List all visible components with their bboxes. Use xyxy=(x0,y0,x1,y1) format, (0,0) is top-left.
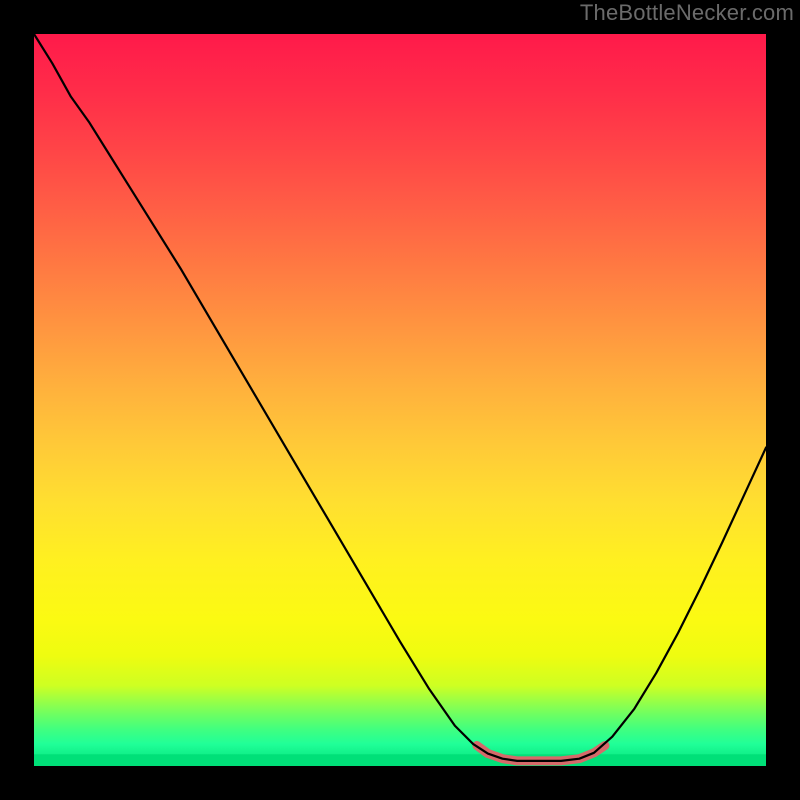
gradient-background xyxy=(34,34,766,766)
watermark-text: TheBottleNecker.com xyxy=(580,0,794,26)
chart-container: TheBottleNecker.com xyxy=(0,0,800,800)
plot-svg xyxy=(34,34,766,766)
plot-area xyxy=(34,34,766,766)
green-bottom-band xyxy=(34,754,766,766)
